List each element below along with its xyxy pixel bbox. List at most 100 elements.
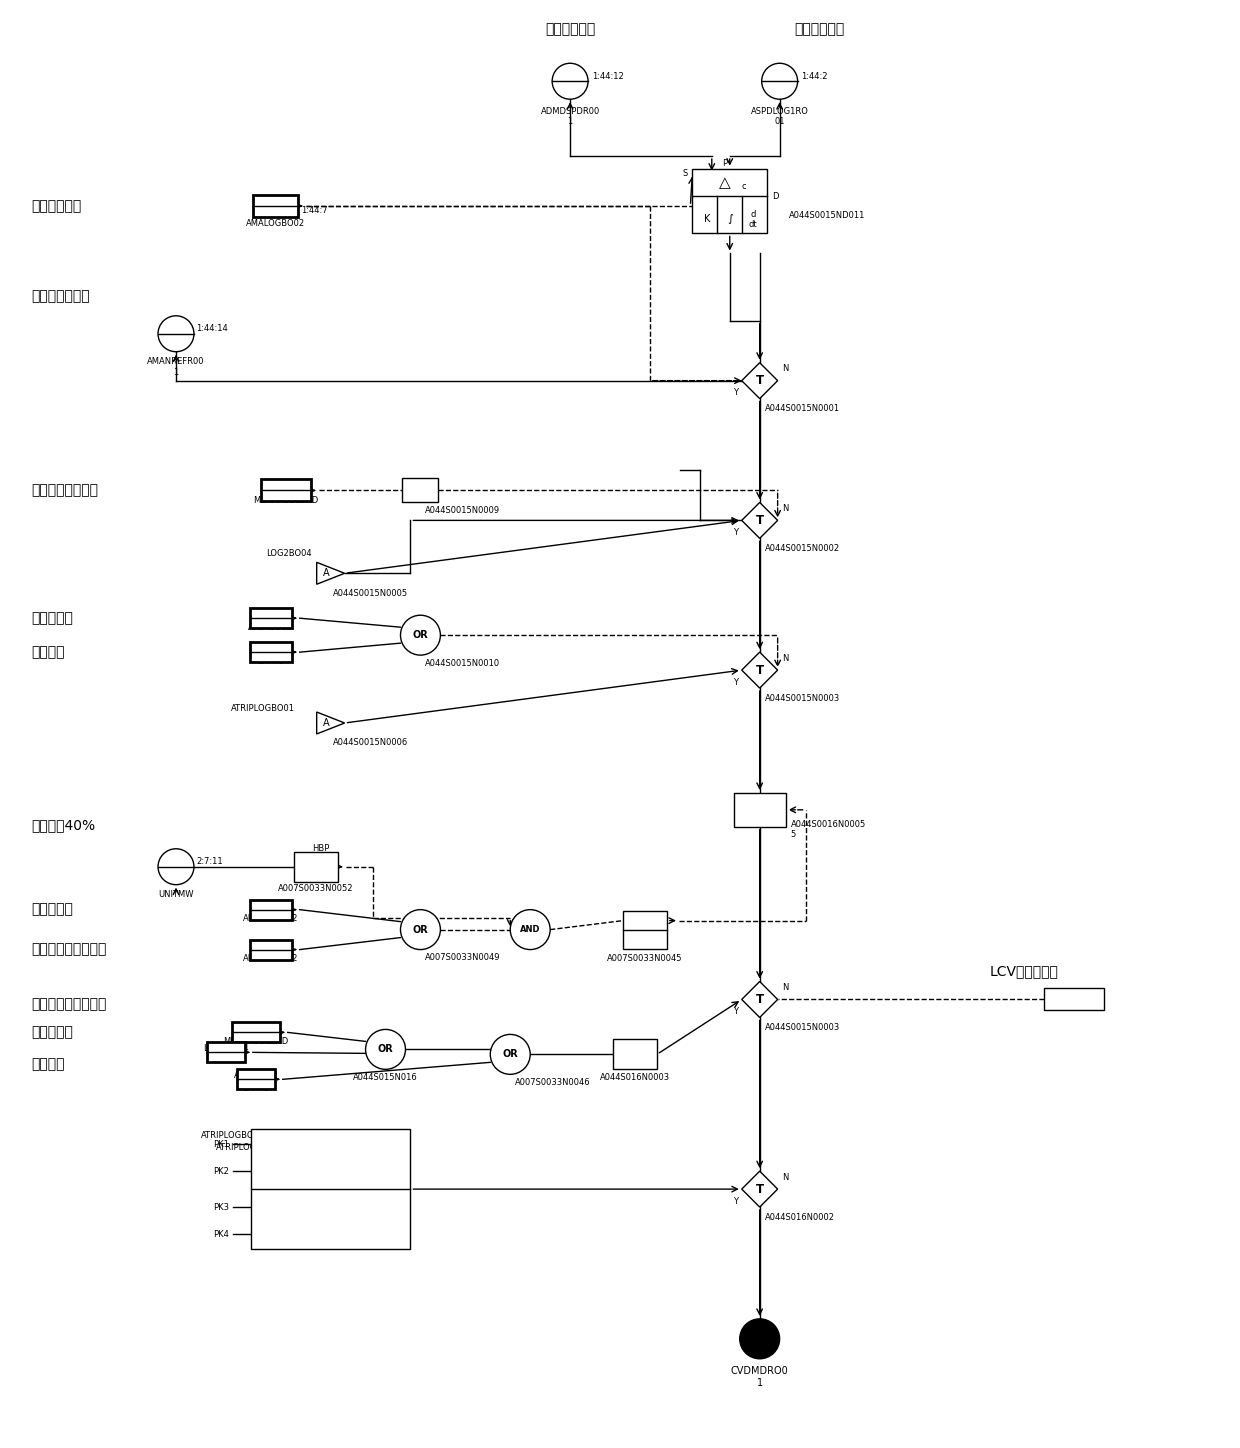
Text: A044S0015N0001: A044S0015N0001 [765,404,839,413]
Text: A007S0033N0046: A007S0033N0046 [516,1077,591,1087]
Polygon shape [742,502,777,539]
Text: N: N [781,983,787,992]
Circle shape [366,1030,405,1069]
Bar [207,1043,244,1063]
Text: A: A [322,718,330,728]
Circle shape [401,909,440,950]
Polygon shape [316,712,345,734]
Bar [253,195,299,217]
Text: ADMDSPDR00: ADMDSPDR00 [541,107,600,116]
Polygon shape [742,652,777,688]
Text: Y: Y [733,529,738,537]
Text: AMALOGBO02: AMALOGBO02 [247,220,305,229]
Text: 1:44:14: 1:44:14 [196,324,228,333]
Text: MEHACVFLT: MEHACVFLT [1049,995,1099,1003]
Text: ATRIPLOGBO01: ATRIPLOGBO01 [216,1142,280,1151]
Text: 1: 1 [756,1377,763,1387]
Text: Y: Y [733,1196,738,1206]
Bar [403,478,439,502]
Text: A007S0033N0052: A007S0033N0052 [278,885,353,893]
Text: A007S0033N0045: A007S0033N0045 [608,954,683,963]
Text: MEHAASOLEND: MEHAASOLEND [223,1037,289,1045]
Text: CVDMDRO0: CVDMDRO0 [730,1365,789,1376]
Text: 1:44:4: 1:44:4 [258,941,284,950]
Circle shape [552,64,588,100]
Text: N: N [417,485,424,495]
Text: 1:44:6: 1:44:6 [258,656,284,666]
Text: H/: H/ [306,862,317,872]
Text: R: R [625,934,631,944]
Bar [294,851,337,882]
Text: 1: 1 [174,368,179,376]
Bar [1044,989,1104,1011]
Text: T: T [755,663,764,676]
Polygon shape [742,982,777,1018]
Text: AND: AND [520,925,541,934]
Circle shape [490,1034,531,1074]
Text: 1:44:2: 1:44:2 [801,72,828,81]
Text: MEHAASOLEND: MEHAASOLEND [253,495,319,505]
Circle shape [740,1319,780,1358]
Text: ATCHBO02: ATCHBO02 [233,1072,278,1080]
Text: T: T [755,1183,764,1196]
Bar [249,940,291,960]
Text: ASPDLOG1RO: ASPDLOG1RO [750,107,808,116]
Text: K: K [703,214,711,224]
Text: PK3: PK3 [213,1203,229,1212]
Text: 1: 1 [658,915,665,925]
Text: N: N [781,504,787,513]
Text: 100: 100 [622,1048,647,1061]
Text: A044S0015N0003: A044S0015N0003 [765,694,839,702]
Text: OR: OR [378,1044,393,1054]
Text: PK2: PK2 [213,1167,229,1176]
Text: T: T [755,374,764,387]
Text: 负荷大于40%: 负荷大于40% [31,818,95,831]
Text: S: S [682,169,687,178]
Text: △: △ [719,175,730,190]
Text: LOG2BO04: LOG2BO04 [203,1044,249,1053]
Text: A044S015N016: A044S015N016 [353,1073,418,1082]
Polygon shape [316,562,345,585]
Bar [237,1069,275,1089]
Text: OR: OR [502,1050,518,1060]
Text: A044S0015N0005: A044S0015N0005 [332,589,408,598]
Circle shape [157,316,193,352]
Text: A044S0015ND011: A044S0015ND011 [789,211,866,220]
Text: 四抽进汽电动阀开启: 四抽进汽电动阀开启 [31,998,107,1012]
Circle shape [157,849,193,885]
Text: A044S0015N0003: A044S0015N0003 [765,1022,839,1032]
Polygon shape [742,1171,777,1208]
Text: KEY: KEY [317,1153,343,1166]
Bar [249,608,291,628]
Bar [692,168,768,233]
Text: PK1: PK1 [213,1140,229,1148]
Polygon shape [742,362,777,398]
Text: ALATCHBO02: ALATCHBO02 [243,914,299,924]
Text: A: A [322,568,330,578]
Text: P: P [722,159,728,168]
Text: 5: 5 [791,830,796,840]
Text: 小机给定转速: 小机给定转速 [546,22,595,36]
Text: A044S016N0003: A044S016N0003 [600,1073,670,1082]
Text: OR: OR [413,630,428,640]
Text: ATCHBO02: ATCHBO02 [248,623,293,631]
Text: Y: Y [733,1006,738,1016]
Text: 1:44:27: 1:44:27 [270,481,301,489]
Text: A044S0015N0002: A044S0015N0002 [765,544,839,553]
Text: PK4: PK4 [213,1229,229,1238]
Bar [250,1129,410,1250]
Text: LOG2BO04: LOG2BO04 [265,549,311,557]
Text: N: N [781,653,787,663]
Text: OR: OR [413,925,428,934]
Text: ALATCHBO02: ALATCHBO02 [243,954,299,963]
Text: 主变出口断路器断开: 主变出口断路器断开 [31,943,107,957]
Text: A044S016N0002: A044S016N0002 [765,1212,835,1222]
Text: 1:44:7: 1:44:7 [301,207,327,216]
Text: d
dt: d dt [749,210,756,229]
Text: 小机实际转速: 小机实际转速 [795,22,844,36]
Text: 1:44:12: 1:44:12 [591,72,624,81]
Text: 0: 0 [658,934,665,944]
Text: c: c [742,182,746,191]
Text: D: D [773,191,779,200]
Text: Y: Y [733,678,738,686]
